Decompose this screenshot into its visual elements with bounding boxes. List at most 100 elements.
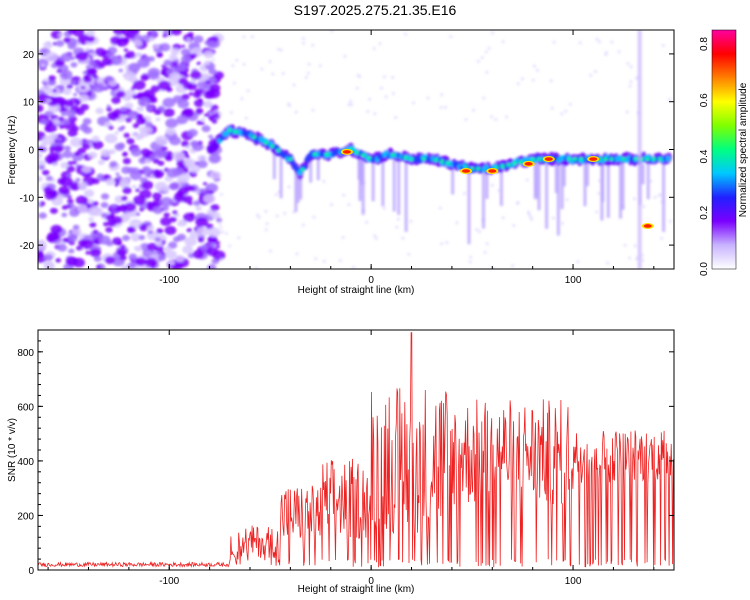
noise-blob	[76, 204, 89, 214]
faint-dot	[242, 35, 246, 39]
noise-blob	[203, 89, 216, 100]
noise-blob	[163, 59, 173, 67]
x-tick-label: 0	[368, 275, 374, 286]
streak	[451, 168, 455, 195]
faint-dot	[635, 257, 639, 261]
faint-dot	[276, 47, 281, 51]
noise-blob	[116, 241, 122, 246]
faint-dot	[449, 35, 453, 39]
faint-dot	[527, 212, 531, 216]
noise-blob	[67, 161, 73, 166]
noise-blob	[81, 123, 87, 127]
ridge-peak	[512, 161, 517, 166]
x-tick-label: 100	[565, 576, 582, 587]
y-tick-label: 400	[17, 457, 34, 468]
streak	[646, 163, 650, 200]
noise-blob	[155, 117, 161, 122]
colorbar: 0.0 0.2 0.4 0.6 0.8 Normalized spectral ampl…	[699, 29, 749, 276]
ridge-peak	[603, 157, 608, 161]
noise-blob	[87, 67, 98, 76]
noise-blob	[173, 236, 181, 243]
noise-blob	[85, 47, 90, 52]
noise-blob	[163, 212, 170, 218]
noise-blob	[119, 255, 127, 261]
faint-dot	[379, 86, 384, 90]
faint-dot	[312, 215, 316, 219]
noise-blob	[52, 89, 57, 93]
noise-blob	[125, 50, 136, 59]
faint-dot	[287, 185, 291, 189]
ridge-peak	[445, 161, 451, 165]
noise-blob	[66, 84, 73, 90]
noise-blob	[209, 242, 216, 248]
noise-blob	[117, 126, 124, 132]
noise-blob	[104, 256, 116, 265]
snr-xlabel: Height of straight line (km)	[298, 584, 415, 595]
noise-blob	[89, 49, 95, 53]
faint-dot	[391, 91, 396, 96]
faint-dot	[628, 256, 632, 260]
faint-dot	[593, 69, 598, 74]
noise-blob	[164, 246, 172, 252]
streak	[361, 160, 365, 215]
faint-dot	[438, 206, 442, 210]
noise-blob	[132, 80, 146, 90]
noise-blob	[216, 217, 223, 223]
streak	[299, 177, 303, 200]
noise-blob	[192, 249, 205, 259]
snr-ylabel: SNR (10 * v/v)	[7, 418, 18, 482]
faint-dot	[443, 105, 448, 109]
faint-dot	[576, 260, 580, 264]
noise-blob	[62, 150, 73, 159]
noise-blob	[215, 244, 221, 249]
noise-blob	[195, 107, 204, 114]
faint-dot	[224, 231, 229, 236]
noise-blob	[128, 111, 140, 120]
noise-blob	[50, 224, 63, 234]
snr-line	[38, 332, 674, 568]
noise-blob	[192, 141, 200, 147]
faint-dot	[373, 112, 377, 116]
noise-blob	[70, 56, 76, 61]
faint-dot	[264, 228, 268, 232]
noise-blob	[122, 157, 132, 165]
hotspots	[340, 148, 654, 229]
noise-blob	[158, 80, 171, 91]
noise-blob	[161, 146, 168, 152]
noise-blob	[153, 44, 160, 49]
ridge-peak	[391, 152, 396, 157]
noise-blob	[208, 76, 217, 83]
streak	[641, 163, 645, 185]
noise-blob	[120, 106, 127, 112]
noise-blob	[40, 63, 46, 68]
ridge-peak	[475, 166, 481, 171]
noise-blob	[69, 137, 83, 148]
faint-dot	[604, 50, 609, 55]
noise-blob	[207, 264, 217, 269]
noise-blob	[214, 240, 221, 245]
ridge-peak	[263, 141, 269, 145]
faint-dot	[341, 236, 345, 240]
noise-blob	[152, 158, 160, 164]
faint-dot	[462, 191, 467, 196]
faint-dot	[501, 39, 505, 44]
noise-blob	[119, 114, 125, 119]
streak	[534, 163, 538, 199]
faint-dot	[610, 40, 614, 44]
streak	[272, 152, 276, 180]
noise-blob	[88, 61, 96, 67]
noise-blob	[114, 131, 119, 135]
noise-blob	[105, 226, 113, 233]
faint-dot	[549, 79, 553, 83]
hotspot	[462, 169, 471, 173]
faint-dot	[237, 236, 241, 240]
noise-blob	[136, 113, 143, 119]
faint-dot	[565, 198, 569, 202]
noise-blob	[116, 175, 122, 180]
ridge-peak	[536, 157, 541, 161]
noise-blob	[144, 257, 158, 268]
faint-dot	[219, 192, 224, 197]
noise-blob	[41, 169, 50, 176]
streak	[662, 163, 666, 232]
faint-dot	[632, 197, 637, 201]
